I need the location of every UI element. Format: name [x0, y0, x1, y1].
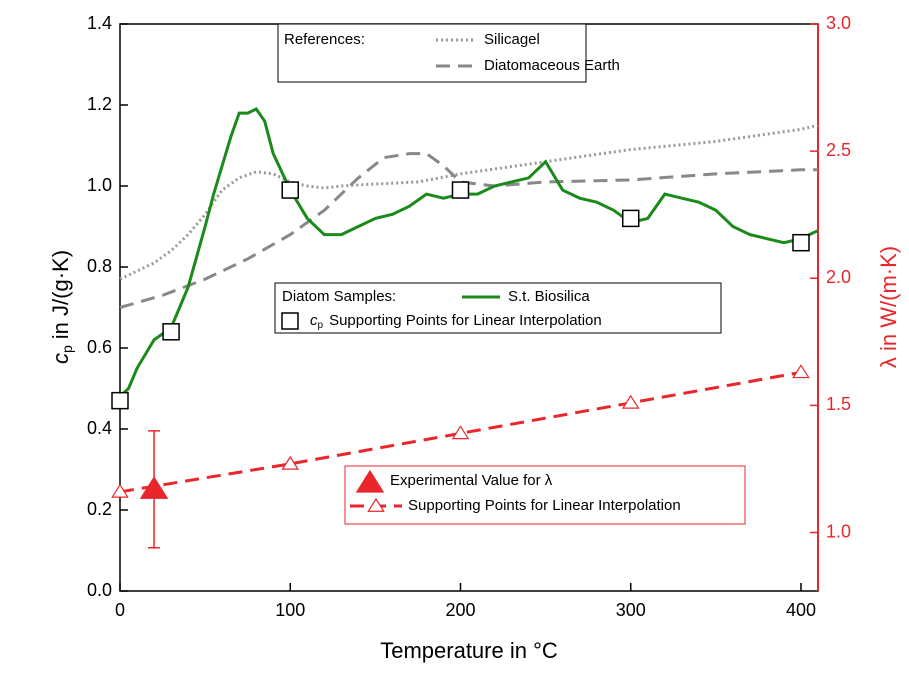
legend-label: Supporting Points for Linear Interpolati…	[408, 497, 681, 514]
data-point	[451, 425, 470, 440]
y-tick-label: 0.6	[87, 337, 112, 357]
legend-swatch	[367, 497, 385, 512]
y-tick-label: 1.2	[87, 94, 112, 114]
legend-label: cp Supporting Points for Linear Interpola…	[310, 312, 602, 331]
y2-axis-title: λ in W/(m·K)	[876, 246, 901, 368]
data-point	[792, 233, 810, 252]
legend-label: Experimental Value for λ	[390, 472, 553, 489]
data-point	[281, 455, 300, 470]
legend-symbol: c	[310, 312, 318, 329]
x-axis-title: Temperature in °C	[380, 638, 558, 663]
y2-tick-label: 2.5	[826, 140, 851, 160]
data-point	[621, 209, 640, 228]
x-tick-label: 200	[445, 600, 475, 620]
series-line	[118, 107, 819, 398]
series-line	[119, 370, 802, 494]
legend-swatch	[281, 312, 299, 330]
series-line	[119, 123, 819, 281]
y-tick-label: 0.2	[87, 499, 112, 519]
y-tick-label: 0.8	[87, 256, 112, 276]
legend-label: Diatomaceous Earth	[484, 57, 620, 74]
y2-tick-label: 3.0	[826, 13, 851, 33]
y-axis-unit: in J/(g·K)	[48, 250, 73, 339]
y-tick-label: 0.0	[87, 580, 112, 600]
legend-subscript: p	[318, 320, 324, 331]
y2-tick-label: 2.0	[826, 267, 851, 287]
series-line	[119, 152, 818, 309]
legend-text: Supporting Points for Linear Interpolati…	[329, 312, 602, 329]
x-tick-label: 300	[616, 600, 646, 620]
data-point	[621, 394, 640, 409]
data-point	[792, 364, 810, 379]
y2-tick-label: 1.5	[826, 394, 851, 414]
legend-label: Silicagel	[484, 31, 540, 48]
y-axis-title: cp in J/(g·K)	[48, 250, 75, 364]
x-tick-label: 0	[115, 600, 125, 620]
y-tick-label: 1.4	[87, 13, 112, 33]
y-tick-label: 0.4	[87, 418, 112, 438]
y-tick-label: 1.0	[87, 175, 112, 195]
y-axis-subscript: p	[59, 345, 75, 353]
data-point	[111, 483, 129, 498]
y-axis-symbol: c	[48, 353, 73, 364]
data-point	[162, 323, 180, 341]
data-point	[111, 391, 129, 410]
legend-box	[344, 465, 746, 525]
x-tick-label: 100	[275, 600, 305, 620]
legend-box	[274, 282, 722, 334]
data-point	[451, 181, 470, 199]
legend-box	[277, 23, 587, 83]
y2-tick-label: 1.0	[826, 521, 851, 541]
legend-title: Diatom Samples:	[282, 288, 396, 305]
x-tick-label: 400	[786, 600, 816, 620]
data-point	[281, 181, 299, 199]
legend-swatch	[355, 469, 385, 493]
legend-label: S.t. Biosilica	[508, 288, 590, 305]
legend-title: References:	[284, 31, 365, 48]
